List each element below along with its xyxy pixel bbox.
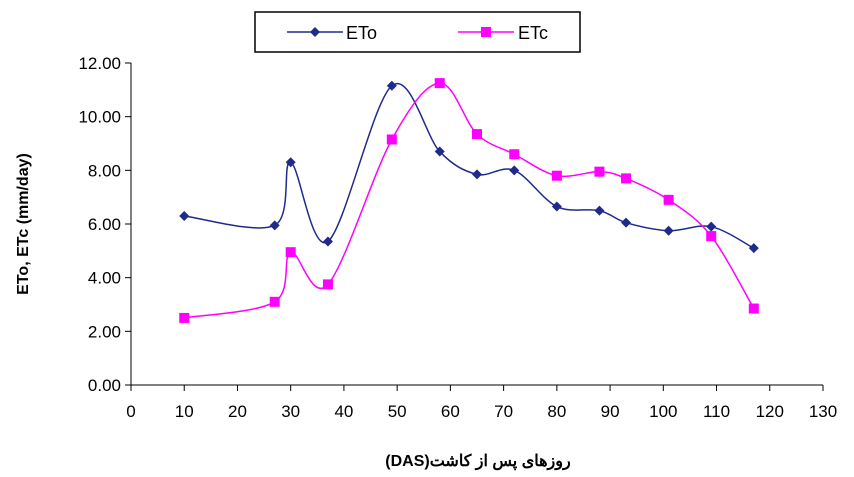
series-eto-point	[386, 80, 397, 91]
y-tick-label: 8.00	[88, 161, 121, 180]
series-etc-point	[386, 134, 397, 145]
series-etc-point	[594, 166, 605, 177]
y-axis-title: ETo, ETc (mm/day)	[15, 153, 32, 295]
y-tick-label: 10.00	[78, 108, 121, 127]
x-tick-label: 60	[441, 402, 460, 421]
series-eto-point	[509, 165, 520, 176]
series-eto-point	[179, 210, 190, 221]
series-eto-point	[706, 221, 717, 232]
series-etc-point	[663, 194, 674, 205]
legend-etc-label: ETc	[518, 23, 548, 43]
series-etc-point	[269, 296, 280, 307]
x-tick-label: 20	[228, 402, 247, 421]
series-etc-point	[472, 129, 482, 140]
legend-eto-marker	[310, 27, 320, 37]
x-ticks: 0 10 20 30 40 50 60 70 80 90 100 110 120 130	[126, 385, 837, 421]
x-tick-label: 10	[175, 402, 194, 421]
series-etc-point	[706, 231, 717, 242]
legend: ETo ETc	[254, 11, 581, 53]
series-eto-point	[748, 243, 759, 254]
series-etc-point	[322, 279, 333, 290]
series-etc-point	[551, 170, 562, 181]
series-etc-point	[509, 149, 520, 160]
series-eto-point	[285, 157, 296, 168]
series-eto-point	[434, 146, 445, 157]
y-tick-label: 2.00	[88, 322, 121, 341]
x-tick-label: 100	[649, 402, 677, 421]
y-ticks: 0.00 2.00 4.00 6.00 8.00 10.00 12.00	[78, 54, 131, 395]
y-tick-label: 4.00	[88, 269, 121, 288]
y-tick-label: 12.00	[78, 54, 121, 73]
series-etc-point	[434, 78, 445, 89]
series-eto-point	[663, 225, 674, 236]
x-tick-label: 0	[126, 402, 135, 421]
x-axis-title: روزهای پس از کاشت(DAS)	[385, 453, 571, 471]
series-etc-point	[621, 173, 632, 184]
series-etc-point	[748, 303, 759, 314]
series-eto-point	[269, 220, 280, 231]
x-tick-label: 110	[703, 402, 730, 421]
x-tick-label: 130	[809, 402, 837, 421]
series-eto-point	[551, 201, 562, 212]
series-etc-point	[285, 247, 296, 258]
x-tick-label: 30	[281, 402, 300, 421]
x-tick-label: 50	[388, 402, 407, 421]
x-tick-label: 90	[601, 402, 620, 421]
series-layer	[179, 78, 759, 323]
legend-etc-marker	[481, 27, 491, 37]
y-tick-label: 0.00	[88, 376, 121, 395]
y-tick-label: 6.00	[88, 215, 121, 234]
series-etc-point	[179, 312, 190, 323]
series-eto-point	[594, 205, 605, 216]
x-tick-label: 40	[334, 402, 353, 421]
series-eto-point	[322, 236, 333, 247]
series-eto-point	[472, 169, 482, 180]
x-tick-label: 120	[756, 402, 784, 421]
x-tick-label: 80	[547, 402, 566, 421]
legend-eto-label: ETo	[346, 23, 377, 43]
x-tick-label: 70	[494, 402, 513, 421]
series-eto-point	[621, 217, 632, 228]
